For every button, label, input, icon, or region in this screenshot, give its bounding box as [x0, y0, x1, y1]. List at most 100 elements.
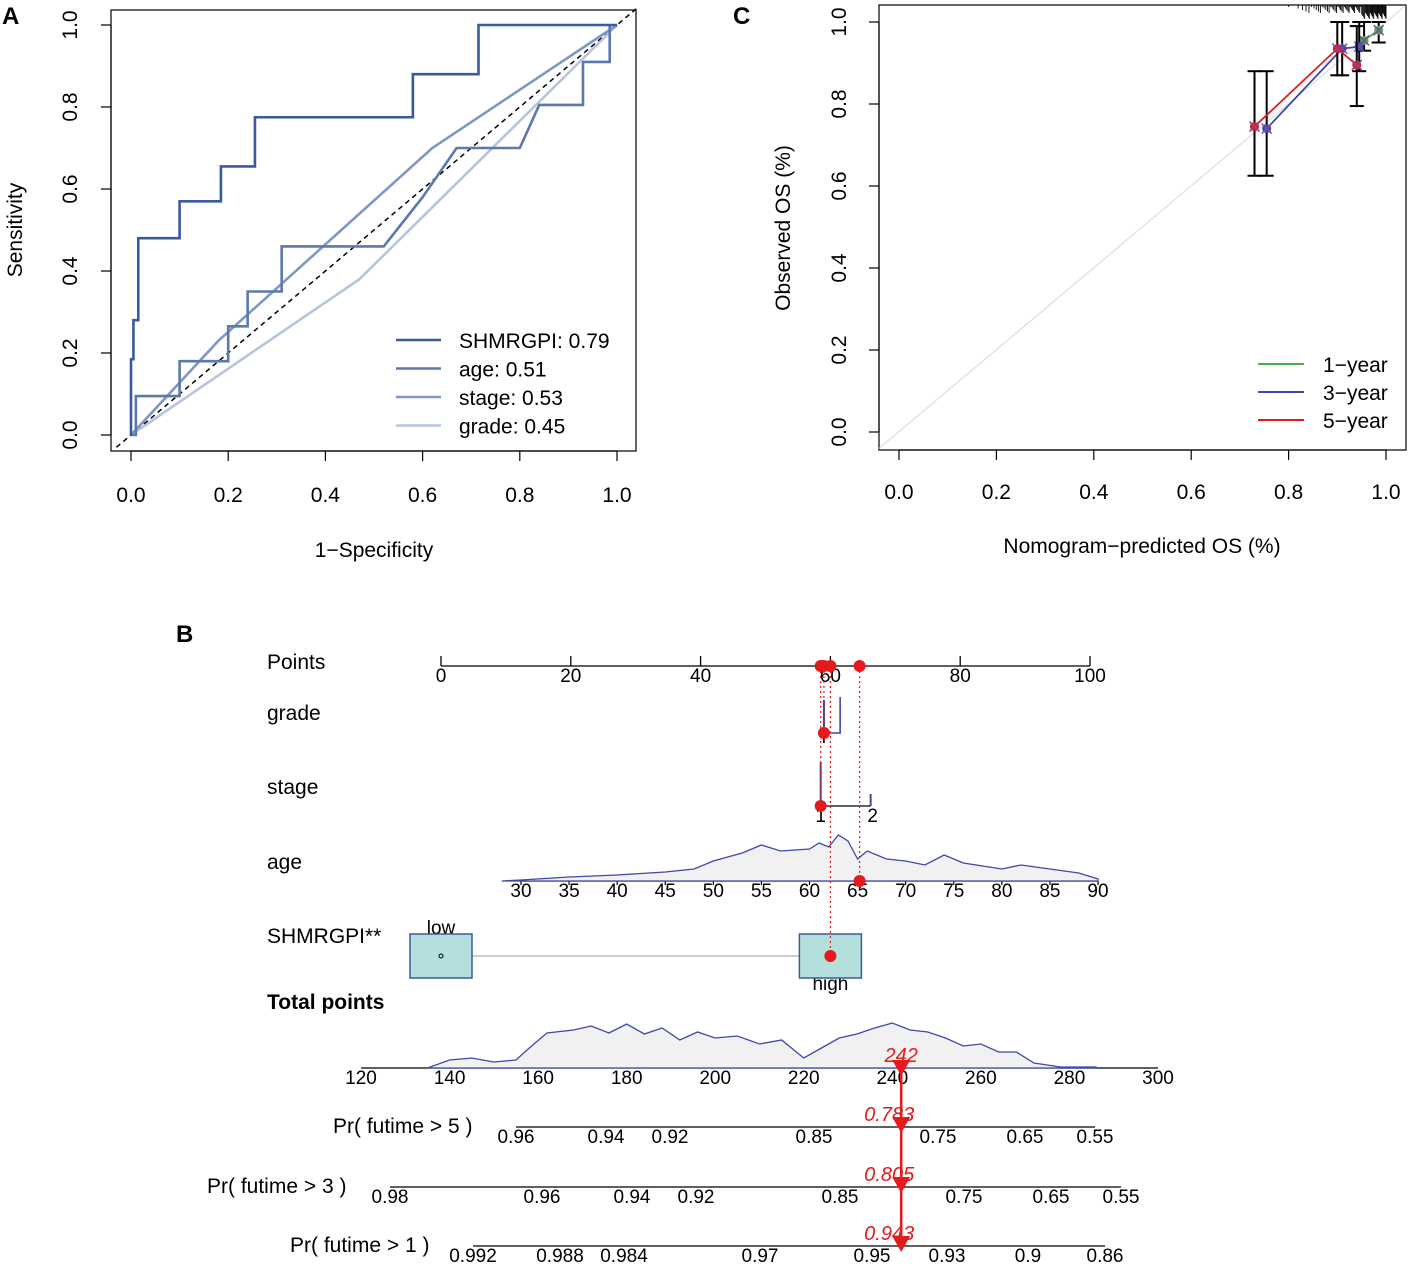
probability-axis-tick-label: 0.75 — [920, 1127, 957, 1148]
total-points-tick-label: 260 — [965, 1068, 997, 1089]
calibration-y-tick-label: 1.0 — [828, 7, 851, 36]
nomogram-label-points: Points — [267, 651, 325, 674]
nomogram: Points grade stage age SHMRGPI** Total points… — [207, 651, 1174, 1266]
probability-axis-tick-label: 0.96 — [498, 1127, 535, 1148]
points-axis-tick-label: 0 — [436, 666, 447, 687]
calibration-x-axis-title: Nomogram−predicted OS (%) — [1003, 535, 1280, 558]
calibration-y-axis: 0.0 0.2 0.4 0.6 0.8 1.0 — [828, 7, 880, 447]
calibration-y-axis-title: Observed OS (%) — [772, 145, 795, 311]
roc-curve-age — [131, 25, 612, 437]
points-axis-tick-label: 20 — [560, 666, 581, 687]
nomogram-label-stage: stage — [267, 776, 318, 799]
probability-patient-value-2: 0.805 — [864, 1164, 915, 1186]
age-axis-tick-label: 45 — [655, 881, 676, 902]
panel-label-c: C — [733, 3, 750, 30]
calibration-chart: 0.0 0.2 0.4 0.6 0.8 1.0 0.0 0.2 0.4 0.6 0.8 1.0 1−… — [772, 4, 1407, 558]
roc-x-tick-label: 1.0 — [602, 484, 631, 507]
calibration-x-tick-label: 0.8 — [1274, 481, 1303, 504]
total-points-tick-label: 120 — [345, 1068, 377, 1089]
points-axis-tick-label: 80 — [950, 666, 971, 687]
probability-axis-tick-label: 0.94 — [588, 1127, 625, 1148]
probability-axis-tick-label: 0.98 — [372, 1187, 409, 1208]
roc-curve-shmrgpi — [129, 23, 617, 435]
age-axis-tick-label: 85 — [1039, 881, 1060, 902]
total-points-tick-label: 180 — [611, 1068, 643, 1089]
calibration-legend: 1−year 3−year 5−year — [1258, 354, 1388, 433]
age-axis-tick-label: 70 — [895, 881, 916, 902]
roc-series — [115, 8, 637, 448]
patient-marker-grade — [817, 727, 830, 739]
patient-marker-stage — [814, 800, 827, 812]
calibration-y-tick-label: 0.8 — [828, 89, 851, 118]
calibration-cross-marker — [1331, 43, 1343, 55]
age-axis-tick-label: 30 — [510, 881, 531, 902]
total-points-distribution-density — [427, 1022, 1097, 1069]
points-axis-marker-stage — [814, 660, 827, 672]
age-distribution-density — [501, 834, 1099, 882]
probability-axis-tick-label: 0.65 — [1033, 1187, 1070, 1208]
age-axis-tick-label: 90 — [1087, 881, 1108, 902]
points-axis-tick-label: 100 — [1074, 666, 1106, 687]
shmrgpi-high-label: high — [812, 974, 848, 995]
calibration-x-tick-label: 0.6 — [1177, 481, 1206, 504]
probability-axis-tick-label: 0.92 — [652, 1127, 689, 1148]
roc-y-tick-label: 0.2 — [59, 338, 82, 367]
roc-curve-stage — [130, 23, 618, 436]
patient-marker-age — [853, 875, 866, 887]
total-points-tick-label: 220 — [788, 1068, 820, 1089]
roc-y-tick-label: 0.0 — [59, 420, 82, 449]
calibration-x-tick-label: 0.0 — [884, 481, 913, 504]
roc-y-tick-label: 1.0 — [59, 10, 82, 39]
total-points-tick-label: 200 — [699, 1068, 731, 1089]
calibration-legend-label-5year: 5−year — [1323, 410, 1388, 433]
probability-axis-tick-label: 0.9 — [1015, 1246, 1041, 1266]
probability-axis-tick-label: 0.55 — [1077, 1127, 1114, 1148]
nomogram-row-labels: Points grade stage age SHMRGPI** Total points… — [207, 651, 472, 1257]
calibration-cross-marker — [1373, 24, 1385, 36]
probability-axis-tick-label: 0.94 — [614, 1187, 651, 1208]
probability-axis-tick-label: 0.992 — [449, 1246, 497, 1266]
total-points-tick-label: 300 — [1142, 1068, 1174, 1089]
calibration-cross-marker — [1351, 59, 1363, 71]
probability-axis-tick-label: 0.55 — [1103, 1187, 1140, 1208]
calibration-rug — [1288, 5, 1387, 19]
roc-legend: SHMRGPI: 0.79 age: 0.51 stage: 0.53 grade: … — [396, 330, 610, 439]
probability-axis-tick-label: 0.984 — [600, 1246, 648, 1266]
points-axis-tick-label: 40 — [690, 666, 711, 687]
roc-y-tick-label: 0.8 — [59, 92, 82, 121]
points-axis-marker-age — [853, 660, 866, 672]
nomogram-label-total-points: Total points — [267, 991, 384, 1014]
shmrgpi-low-dot — [438, 953, 444, 959]
total-points-tick-label: 140 — [434, 1068, 466, 1089]
total-points-patient-value: 242 — [884, 1045, 918, 1067]
roc-x-axis-title: 1−Specificity — [315, 539, 434, 562]
calibration-ideal-line — [878, 5, 1406, 449]
roc-y-tick-label: 0.6 — [59, 174, 82, 203]
panel-label-a: A — [2, 3, 19, 30]
roc-y-tick-label: 0.4 — [59, 256, 82, 286]
calibration-x-tick-label: 0.2 — [982, 481, 1011, 504]
roc-x-tick-label: 0.6 — [408, 484, 437, 507]
age-axis-tick-label: 35 — [559, 881, 580, 902]
roc-x-tick-label: 0.8 — [505, 484, 534, 507]
age-axis-tick-label: 75 — [943, 881, 964, 902]
calibration-legend-label-3year: 3−year — [1323, 382, 1388, 405]
stage-tick-label: 2 — [867, 806, 878, 827]
roc-legend-label-age: age: 0.51 — [459, 359, 547, 382]
roc-chart: 0.0 0.2 0.4 0.6 0.8 1.0 0.0 0.2 0.4 0.6 0.8 1.0 SH… — [4, 8, 637, 562]
calibration-line-3year — [1266, 45, 1360, 130]
stage-tick-label: 1 — [815, 806, 826, 827]
calibration-x-axis: 0.0 0.2 0.4 0.6 0.8 1.0 — [884, 449, 1401, 504]
calibration-cross-marker — [1261, 123, 1273, 135]
age-axis-tick-label: 50 — [703, 881, 724, 902]
age-axis-tick-label: 55 — [751, 881, 772, 902]
panel-label-b: B — [176, 621, 193, 648]
probability-axis-label-2: Pr( futime > 3 ) — [207, 1175, 346, 1198]
probability-axis-tick-label: 0.95 — [854, 1246, 891, 1266]
nomogram-label-shmrgpi: SHMRGPI** — [267, 925, 381, 948]
roc-curve-grade — [130, 24, 618, 437]
probability-axis-tick-label: 0.85 — [822, 1187, 859, 1208]
